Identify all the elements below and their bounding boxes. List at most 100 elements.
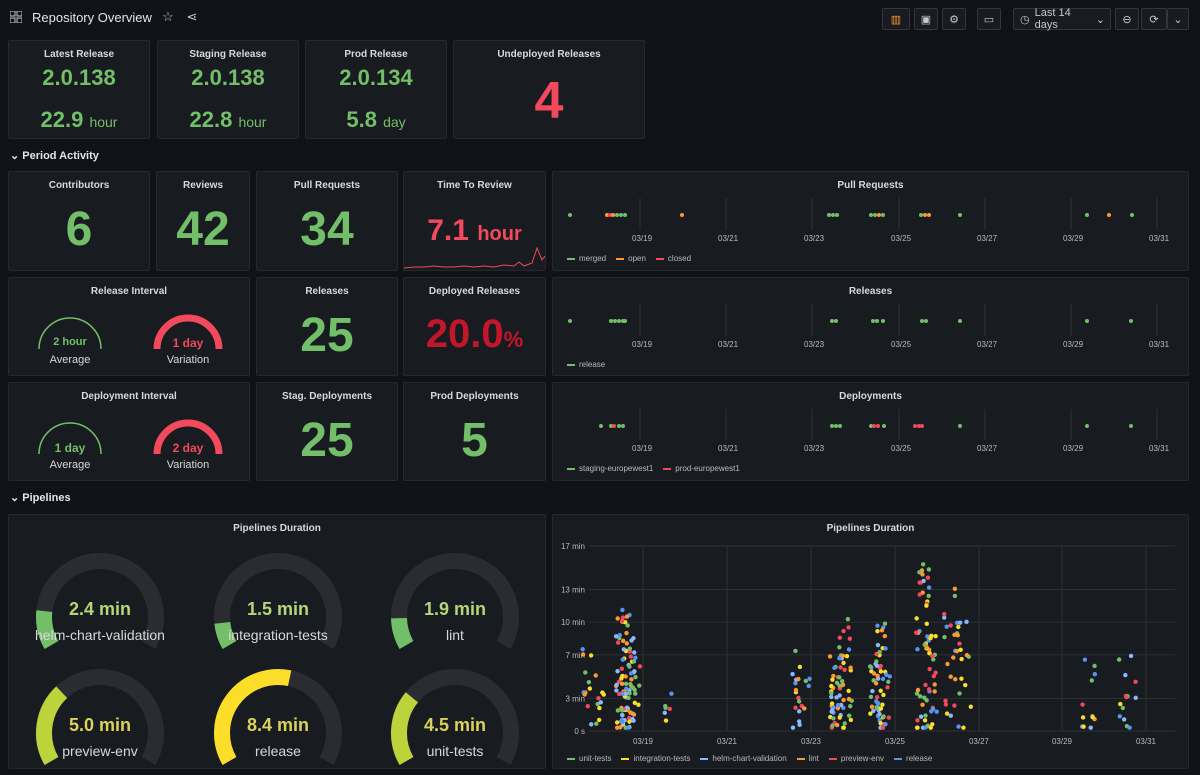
duration-point[interactable] bbox=[957, 691, 962, 696]
duration-point[interactable] bbox=[928, 635, 933, 641]
duration-point[interactable] bbox=[917, 694, 923, 699]
event-point[interactable] bbox=[611, 213, 615, 217]
duration-point[interactable] bbox=[868, 694, 874, 699]
duration-point[interactable] bbox=[847, 636, 853, 641]
duration-point[interactable] bbox=[915, 687, 921, 693]
duration-point[interactable] bbox=[1080, 702, 1085, 707]
duration-point[interactable] bbox=[964, 652, 970, 658]
duration-point[interactable] bbox=[963, 682, 968, 688]
duration-point[interactable] bbox=[956, 624, 961, 630]
duration-point[interactable] bbox=[952, 586, 958, 591]
duration-point[interactable] bbox=[951, 655, 956, 660]
event-point[interactable] bbox=[568, 213, 572, 217]
save-button[interactable]: ▣ bbox=[914, 8, 938, 30]
duration-point[interactable] bbox=[869, 704, 875, 709]
duration-point[interactable] bbox=[1092, 663, 1097, 669]
duration-point[interactable] bbox=[932, 682, 937, 687]
event-point[interactable] bbox=[869, 213, 873, 217]
duration-point[interactable] bbox=[624, 614, 630, 619]
duration-point[interactable] bbox=[968, 704, 974, 709]
duration-point[interactable] bbox=[623, 681, 629, 687]
duration-point[interactable] bbox=[838, 665, 843, 670]
duration-point[interactable] bbox=[830, 677, 835, 682]
duration-point[interactable] bbox=[796, 676, 801, 682]
duration-point[interactable] bbox=[837, 675, 842, 680]
duration-point[interactable] bbox=[623, 674, 628, 679]
event-point[interactable] bbox=[871, 319, 875, 323]
event-point[interactable] bbox=[913, 424, 917, 428]
event-point[interactable] bbox=[623, 319, 627, 323]
duration-point[interactable] bbox=[875, 623, 880, 628]
duration-point[interactable] bbox=[868, 711, 873, 716]
duration-point[interactable] bbox=[952, 632, 957, 638]
duration-point[interactable] bbox=[583, 670, 588, 675]
event-point[interactable] bbox=[958, 319, 962, 323]
duration-point[interactable] bbox=[628, 671, 634, 676]
duration-point[interactable] bbox=[841, 660, 846, 666]
duration-point[interactable] bbox=[1080, 715, 1086, 720]
duration-point[interactable] bbox=[845, 616, 851, 622]
duration-point[interactable] bbox=[1121, 717, 1127, 722]
event-point[interactable] bbox=[619, 213, 623, 217]
duration-point[interactable] bbox=[931, 673, 937, 679]
duration-point[interactable] bbox=[875, 642, 881, 648]
duration-point[interactable] bbox=[943, 702, 949, 707]
time-range-picker[interactable]: ◷ Last 14 days ⌄ bbox=[1013, 7, 1111, 31]
duration-point[interactable] bbox=[915, 725, 920, 730]
event-point[interactable] bbox=[1129, 319, 1133, 323]
duration-point[interactable] bbox=[614, 720, 620, 725]
duration-point[interactable] bbox=[924, 603, 929, 608]
add-panel-button[interactable]: ▥ bbox=[882, 8, 910, 30]
duration-point[interactable] bbox=[1082, 657, 1088, 662]
duration-point[interactable] bbox=[881, 714, 886, 719]
duration-point[interactable] bbox=[1092, 671, 1098, 677]
event-point[interactable] bbox=[877, 213, 881, 217]
duration-point[interactable] bbox=[669, 691, 674, 696]
duration-point[interactable] bbox=[913, 630, 919, 635]
duration-point[interactable] bbox=[614, 688, 619, 693]
event-point[interactable] bbox=[605, 213, 609, 217]
duration-point[interactable] bbox=[878, 669, 884, 674]
duration-point[interactable] bbox=[585, 704, 590, 709]
duration-point[interactable] bbox=[955, 633, 960, 638]
duration-point[interactable] bbox=[637, 683, 642, 688]
duration-point[interactable] bbox=[617, 632, 622, 638]
duration-point[interactable] bbox=[921, 578, 926, 584]
duration-point[interactable] bbox=[952, 703, 957, 708]
duration-point[interactable] bbox=[832, 665, 837, 671]
event-point[interactable] bbox=[617, 319, 621, 323]
event-point[interactable] bbox=[609, 424, 613, 428]
duration-point[interactable] bbox=[948, 623, 953, 628]
duration-point[interactable] bbox=[844, 653, 850, 659]
duration-point[interactable] bbox=[956, 724, 961, 729]
duration-point[interactable] bbox=[868, 664, 873, 669]
duration-point[interactable] bbox=[953, 676, 958, 682]
duration-point[interactable] bbox=[875, 673, 880, 678]
event-point[interactable] bbox=[615, 213, 619, 217]
duration-point[interactable] bbox=[629, 677, 634, 682]
legend-lint[interactable]: lint bbox=[796, 754, 819, 763]
duration-point[interactable] bbox=[874, 695, 880, 700]
duration-point[interactable] bbox=[880, 725, 886, 730]
duration-point[interactable] bbox=[619, 712, 625, 718]
event-point[interactable] bbox=[1085, 213, 1089, 217]
event-point[interactable] bbox=[875, 319, 879, 323]
duration-point[interactable] bbox=[930, 653, 935, 659]
duration-point[interactable] bbox=[837, 683, 842, 688]
duration-point[interactable] bbox=[587, 686, 593, 691]
legend-unit-tests[interactable]: unit-tests bbox=[567, 754, 611, 763]
duration-point[interactable] bbox=[1117, 714, 1122, 719]
duration-point[interactable] bbox=[927, 651, 932, 656]
duration-point[interactable] bbox=[618, 725, 623, 730]
duration-point[interactable] bbox=[829, 701, 835, 706]
duration-point[interactable] bbox=[803, 678, 809, 684]
event-point[interactable] bbox=[830, 319, 834, 323]
duration-point[interactable] bbox=[918, 714, 924, 719]
duration-point[interactable] bbox=[628, 654, 634, 659]
duration-point[interactable] bbox=[626, 695, 631, 701]
duration-point[interactable] bbox=[848, 704, 853, 709]
duration-point[interactable] bbox=[797, 722, 802, 728]
duration-point[interactable] bbox=[793, 648, 798, 654]
event-point[interactable] bbox=[680, 213, 684, 217]
duration-point[interactable] bbox=[619, 666, 625, 671]
